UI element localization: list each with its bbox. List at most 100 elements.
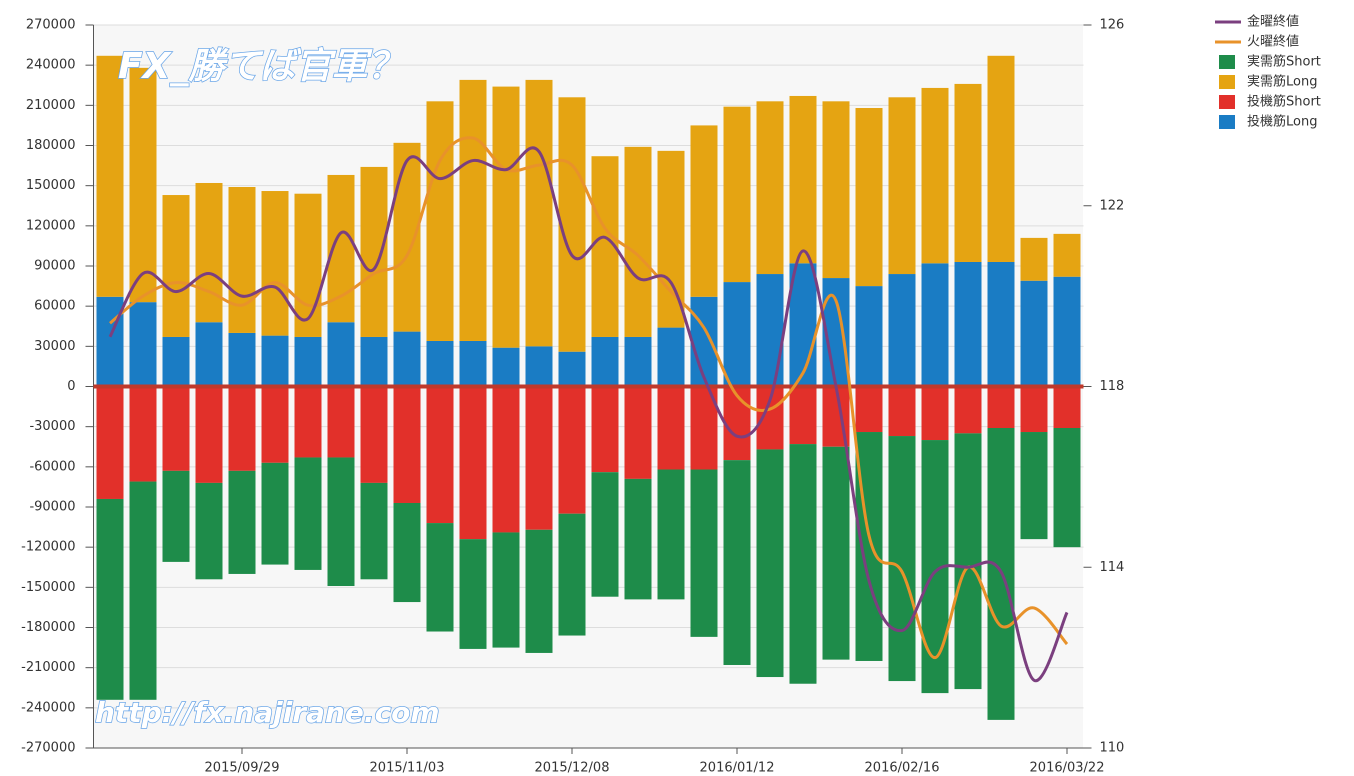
bar <box>954 83 982 262</box>
bar <box>261 462 289 565</box>
bar <box>360 482 388 580</box>
bar <box>789 263 817 387</box>
y-tick-label: 30000 <box>34 339 75 354</box>
bar <box>1020 280 1048 387</box>
bar <box>723 106 751 283</box>
bar <box>228 332 256 387</box>
bar <box>195 386 223 483</box>
bar <box>1053 276 1081 387</box>
y-tick-label: -240000 <box>21 700 75 715</box>
y-tick-label: -90000 <box>29 500 75 515</box>
x-tick-label: 2016/03/22 <box>1030 761 1105 776</box>
y2-tick-label: 126 <box>1100 18 1125 33</box>
bar <box>393 331 421 387</box>
x-tick-label: 2015/11/03 <box>370 761 445 776</box>
y2-tick-label: 110 <box>1100 741 1125 756</box>
bar <box>195 482 223 580</box>
bar <box>96 296 124 387</box>
bar <box>162 336 190 387</box>
bar <box>360 166 388 337</box>
bar <box>690 296 718 387</box>
legend-label: 実需筋Short <box>1247 54 1321 70</box>
bar <box>393 386 421 503</box>
bar <box>657 327 685 387</box>
bar <box>228 470 256 574</box>
bar <box>723 282 751 387</box>
bar <box>921 263 949 387</box>
legend-swatch <box>1219 55 1235 69</box>
bar <box>459 539 487 649</box>
bar <box>888 436 916 682</box>
bar <box>228 386 256 471</box>
legend-label: 実需筋Long <box>1247 74 1317 90</box>
bar <box>591 336 619 387</box>
bar <box>492 386 520 533</box>
bar <box>822 101 850 279</box>
bar <box>294 336 322 387</box>
bar <box>690 125 718 297</box>
bar <box>624 336 652 387</box>
bar <box>822 446 850 660</box>
x-tick-label: 2015/12/08 <box>535 761 610 776</box>
legend-label: 火曜終値 <box>1247 34 1299 50</box>
bar <box>393 142 421 332</box>
y-tick-label: 60000 <box>34 299 75 314</box>
bar <box>195 182 223 323</box>
bar <box>327 386 355 458</box>
bar <box>1053 428 1081 548</box>
legend-swatch <box>1219 75 1235 89</box>
bar <box>987 55 1015 262</box>
bar <box>921 87 949 264</box>
bar <box>723 386 751 461</box>
bar <box>558 351 586 387</box>
legend-label: 投機筋Short <box>1247 94 1321 110</box>
bar <box>261 335 289 387</box>
bar <box>459 79 487 341</box>
bar <box>624 478 652 600</box>
y-tick-label: 270000 <box>26 18 76 33</box>
y-tick-label: -60000 <box>29 459 75 474</box>
bar <box>1053 233 1081 277</box>
bar <box>1020 386 1048 433</box>
bar <box>525 529 553 653</box>
bar <box>162 195 190 337</box>
legend-swatch <box>1219 115 1235 129</box>
bar <box>888 274 916 387</box>
y-tick-label: -120000 <box>21 540 75 555</box>
bar <box>987 386 1015 429</box>
legend-label: 金曜終値 <box>1247 14 1299 30</box>
bar <box>129 302 157 387</box>
chart-title: FX_勝てば官軍？ <box>118 46 404 87</box>
x-tick-label: 2016/01/12 <box>700 761 775 776</box>
bar <box>129 481 157 700</box>
x-tick-label: 2016/02/16 <box>865 761 940 776</box>
bar <box>789 444 817 684</box>
y-tick-label: -270000 <box>21 741 75 756</box>
bar <box>624 386 652 479</box>
bar <box>657 150 685 328</box>
bar <box>162 470 190 562</box>
y2-tick-label: 118 <box>1100 379 1125 394</box>
line <box>109 136 1069 660</box>
bar <box>591 386 619 473</box>
bar <box>294 457 322 570</box>
bar <box>525 346 553 387</box>
bar <box>195 322 223 387</box>
bar <box>426 101 454 341</box>
bar <box>558 97 586 352</box>
bar <box>459 340 487 387</box>
bar <box>426 523 454 632</box>
line <box>108 146 1069 682</box>
y-tick-label: 240000 <box>26 58 76 73</box>
bar <box>525 79 553 347</box>
bar <box>591 472 619 597</box>
bar <box>558 513 586 636</box>
bar <box>888 386 916 437</box>
bar <box>657 469 685 600</box>
bar <box>690 469 718 637</box>
bar <box>96 55 124 297</box>
bar <box>657 386 685 470</box>
legend-swatch <box>1219 95 1235 109</box>
bar <box>855 108 883 287</box>
